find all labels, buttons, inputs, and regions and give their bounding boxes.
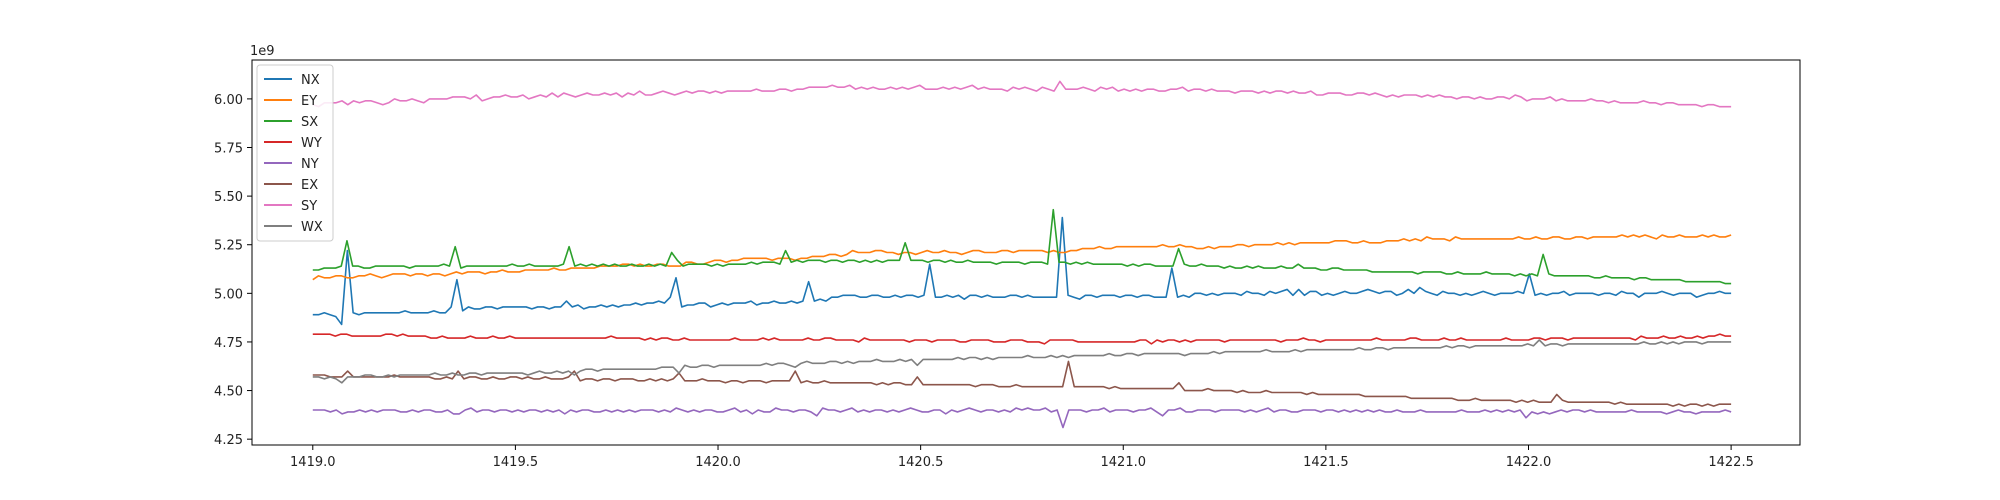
x-tick-label: 1422.0 xyxy=(1506,455,1552,470)
series-line-ex xyxy=(312,360,1732,407)
series-line-ny xyxy=(312,407,1732,429)
x-tick-label: 1422.5 xyxy=(1708,455,1754,470)
legend-box xyxy=(256,64,334,242)
x-tick-label: 1419.5 xyxy=(493,455,539,470)
x-tick-label: 1420.5 xyxy=(898,455,944,470)
y-tick-label: 4.25 xyxy=(214,433,243,448)
x-tick-label: 1421.5 xyxy=(1303,455,1349,470)
y-tick-label: 4.75 xyxy=(214,336,243,351)
legend-label-sx: SX xyxy=(301,115,318,130)
series-line-sy xyxy=(312,80,1732,108)
legend-label-wy: WY xyxy=(301,136,322,151)
legend-label-ny: NY xyxy=(301,157,319,172)
legend-label-sy: SY xyxy=(301,199,317,214)
series-layer xyxy=(312,80,1732,429)
x-tick-label: 1420.0 xyxy=(695,455,741,470)
y-axis: 4.25 4.50 4.75 5.00 5.25 5.50 5.75 6.00 xyxy=(214,93,252,448)
x-tick-label: 1419.0 xyxy=(290,455,336,470)
legend-label-wx: WX xyxy=(301,220,323,235)
legend-label-ex: EX xyxy=(301,178,318,193)
legend-label-nx: NX xyxy=(301,73,320,88)
x-axis: 1419.0 1419.5 1420.0 1420.5 1421.0 1421.5 1422… xyxy=(290,445,1754,470)
series-line-sx xyxy=(312,208,1732,285)
series-line-wx xyxy=(312,339,1732,384)
y-offset-label: 1e9 xyxy=(250,44,275,59)
series-line-wy xyxy=(312,333,1732,345)
y-tick-label: 5.75 xyxy=(214,142,243,157)
plot-frame xyxy=(251,59,1801,446)
y-tick-label: 4.50 xyxy=(214,385,243,400)
x-tick-label: 1421.0 xyxy=(1101,455,1147,470)
y-tick-label: 5.50 xyxy=(214,190,243,205)
series-line-nx xyxy=(312,216,1732,326)
series-line-ey xyxy=(312,234,1732,281)
y-tick-label: 6.00 xyxy=(214,93,243,108)
legend: NX EY SX WY NY EX SY WX xyxy=(256,64,334,242)
y-tick-label: 5.25 xyxy=(214,239,243,254)
y-tick-label: 5.00 xyxy=(214,287,243,302)
legend-label-ey: EY xyxy=(301,94,317,109)
